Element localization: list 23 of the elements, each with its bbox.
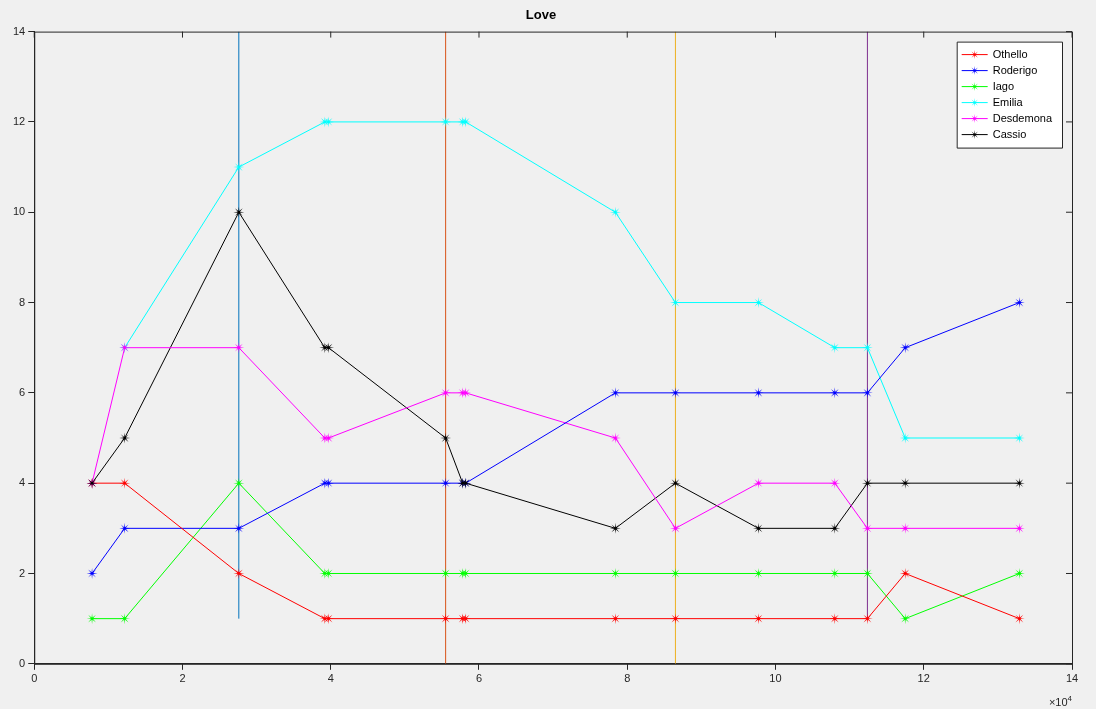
- y-tick-label: 6: [19, 385, 26, 398]
- legend-label: Cassio: [992, 127, 1027, 140]
- legend-label: Othello: [992, 47, 1028, 60]
- x-tick-label: 10: [769, 672, 782, 685]
- x-tick-label: 14: [1065, 672, 1079, 685]
- y-tick-label: 10: [12, 205, 26, 218]
- x-tick-label: 8: [624, 672, 631, 685]
- x-tick-label: 6: [475, 672, 483, 685]
- y-tick-label: 4: [19, 476, 26, 489]
- legend-label: Emilia: [992, 95, 1024, 108]
- legend-label: Desdemona: [992, 111, 1053, 124]
- x-tick-label: 0: [31, 672, 38, 685]
- x-tick-label: 4: [327, 672, 334, 685]
- x-tick-label: 12: [917, 672, 930, 685]
- y-tick-label: 0: [19, 656, 26, 669]
- chart-title: Love: [525, 7, 557, 23]
- y-tick-label: 2: [19, 566, 26, 579]
- y-tick-label: 14: [12, 24, 26, 37]
- y-tick-label: 12: [12, 114, 26, 127]
- x-tick-label: 2: [179, 672, 186, 685]
- legend-label: Roderigo: [992, 63, 1038, 76]
- y-tick-label: 8: [19, 295, 26, 308]
- legend-label: Iago: [992, 79, 1015, 92]
